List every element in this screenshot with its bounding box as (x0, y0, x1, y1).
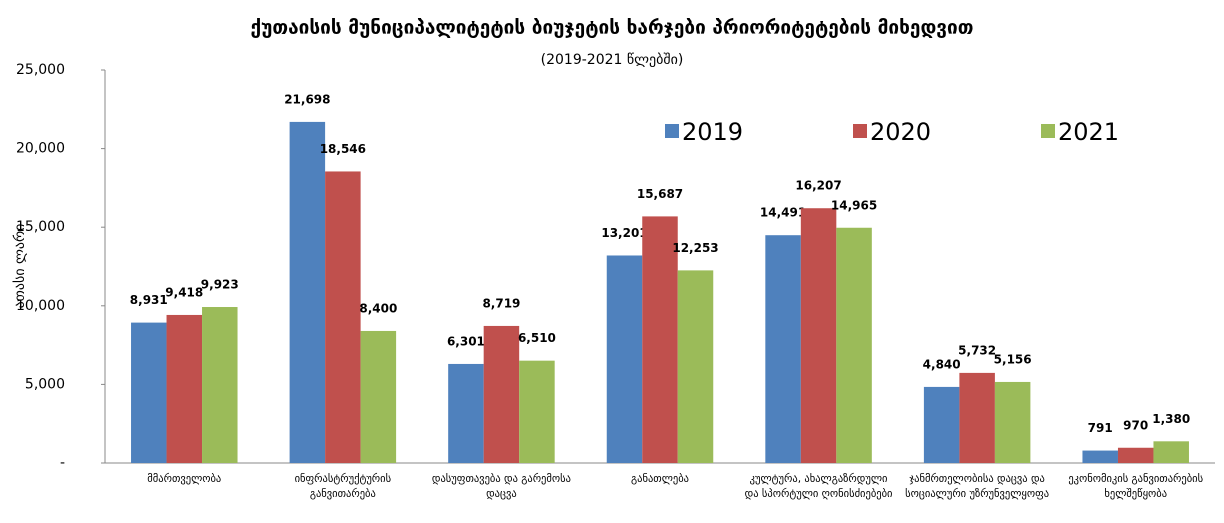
bar (360, 330, 397, 463)
data-label: 14,965 (831, 198, 877, 212)
x-tick-label: ჯანმრთელობისა დაცვა და სოციალური უზრუნვე… (905, 473, 1050, 500)
data-label: 14,491 (760, 206, 806, 220)
x-tick-label: კულტურა, ახალგაზრდული და სპორტული ღონისძ… (744, 473, 893, 500)
data-label: 6,510 (518, 331, 556, 345)
bar (483, 325, 520, 463)
legend-label: 2021 (1058, 118, 1119, 146)
legend-label: 2020 (870, 118, 931, 146)
x-tick-label: ინფრასტრუქტურის განვითარება (294, 473, 392, 500)
x-tick-label: განათლება (631, 473, 689, 485)
data-label: 21,698 (284, 92, 330, 106)
bar (677, 270, 714, 463)
legend-swatch (853, 124, 867, 138)
x-tick-label: დასუფთავება და გარემოსა დაცვა (431, 473, 571, 500)
bar (606, 255, 643, 463)
bar (923, 386, 960, 463)
bar (131, 322, 167, 463)
y-tick-label: 20,000 (16, 141, 65, 157)
chart-title: ქუთაისის მუნიციპალიტეტის ბიუჯეტის ხარჯებ… (251, 17, 974, 39)
bar (836, 227, 872, 463)
x-tick-label: ეკონომიკის განვითარების ხელშეწყობა (1068, 473, 1204, 500)
data-label: 4,840 (923, 357, 961, 371)
data-label: 970 (1123, 418, 1148, 432)
bar (166, 314, 203, 463)
y-tick-label: - (60, 455, 65, 471)
bar (1153, 441, 1189, 463)
bar (1082, 450, 1118, 463)
bar (800, 208, 837, 463)
data-label: 9,923 (201, 278, 239, 292)
y-tick-label: 5,000 (25, 376, 65, 392)
data-label: 791 (1088, 421, 1113, 435)
legend-label: 2019 (682, 118, 743, 146)
data-label: 5,156 (994, 352, 1032, 366)
data-label: 5,732 (958, 343, 996, 357)
y-tick-label: 10,000 (16, 298, 65, 314)
data-label: 9,418 (165, 285, 203, 299)
data-label: 13,201 (601, 226, 647, 240)
data-label: 1,380 (1152, 412, 1190, 426)
bar (448, 363, 484, 463)
y-axis-label: ათასი ლარი (11, 224, 28, 309)
bar (959, 372, 995, 463)
data-label: 8,931 (130, 293, 168, 307)
data-label: 16,207 (795, 179, 841, 193)
data-label: 8,719 (482, 296, 520, 310)
y-tick-label: 25,000 (16, 62, 65, 78)
data-label: 12,253 (672, 241, 718, 255)
bar (519, 360, 555, 463)
legend-swatch (1041, 124, 1055, 138)
data-label: 8,400 (359, 301, 397, 315)
bar (994, 381, 1031, 463)
data-label: 18,546 (320, 142, 366, 156)
data-label: 6,301 (447, 334, 485, 348)
bar (325, 171, 361, 463)
bar (202, 307, 238, 463)
y-tick-label: 15,000 (16, 219, 65, 235)
bar (765, 235, 801, 463)
legend-swatch (665, 124, 679, 138)
bar (289, 121, 326, 463)
bar (642, 216, 678, 463)
chart-subtitle: (2019-2021 წლებში) (541, 52, 684, 68)
data-label: 15,687 (637, 187, 683, 201)
x-tick-label: მმართველობა (147, 473, 222, 485)
bar (1117, 447, 1154, 463)
